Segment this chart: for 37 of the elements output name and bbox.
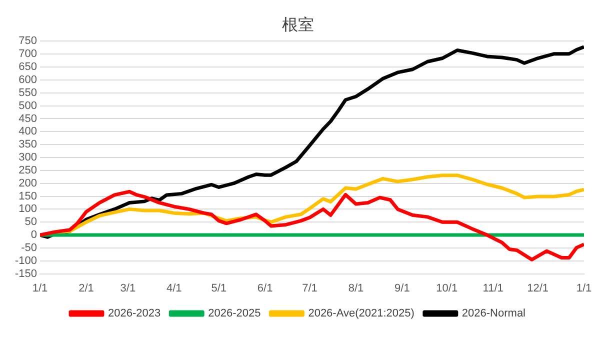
chart-title: 根室 xyxy=(282,14,314,34)
legend-label: 2026-Normal xyxy=(462,308,526,320)
x-tick-label: 11/1 xyxy=(482,282,504,294)
y-tick-label: 700 xyxy=(18,48,38,60)
x-tick-label: 6/1 xyxy=(257,282,273,294)
x-tick-label: 1/1 xyxy=(576,282,592,294)
y-tick-label: 500 xyxy=(18,100,38,112)
y-tick-label: -100 xyxy=(14,254,38,267)
y-tick-label: 200 xyxy=(18,177,38,190)
x-tick-label: 3/1 xyxy=(120,282,136,294)
x-tick-label: 10/1 xyxy=(436,282,458,294)
legend-label: 2026-2023 xyxy=(108,308,161,320)
x-tick-label: 7/1 xyxy=(302,282,318,294)
x-tick-label: 8/1 xyxy=(348,282,364,294)
x-tick-label: 2/1 xyxy=(78,282,94,294)
y-tick-label: -50 xyxy=(21,242,38,254)
y-tick-label: 600 xyxy=(18,74,38,86)
y-tick-label: 300 xyxy=(18,152,38,164)
legend-label: 2026-Ave(2021:2025) xyxy=(308,308,414,320)
y-tick-label: 400 xyxy=(18,126,38,138)
x-tick-label: 1/1 xyxy=(32,282,48,294)
y-tick-label: 450 xyxy=(18,112,38,125)
x-tick-label: 12/1 xyxy=(527,282,549,294)
legend-label: 2026-2025 xyxy=(208,308,261,320)
y-tick-label: 250 xyxy=(18,164,38,176)
y-tick-label: -150 xyxy=(14,268,38,280)
y-tick-label: 550 xyxy=(18,86,38,99)
y-tick-label: 150 xyxy=(18,190,38,202)
y-tick-label: 350 xyxy=(18,138,38,151)
x-tick-label: 5/1 xyxy=(211,282,227,294)
y-tick-label: 100 xyxy=(18,203,38,216)
x-tick-label: 4/1 xyxy=(166,282,182,294)
y-tick-label: 0 xyxy=(30,229,38,242)
y-tick-label: 750 xyxy=(18,35,38,48)
y-tick-label: 650 xyxy=(18,61,38,74)
x-tick-label: 9/1 xyxy=(394,282,410,294)
y-tick-label: 50 xyxy=(24,216,38,228)
